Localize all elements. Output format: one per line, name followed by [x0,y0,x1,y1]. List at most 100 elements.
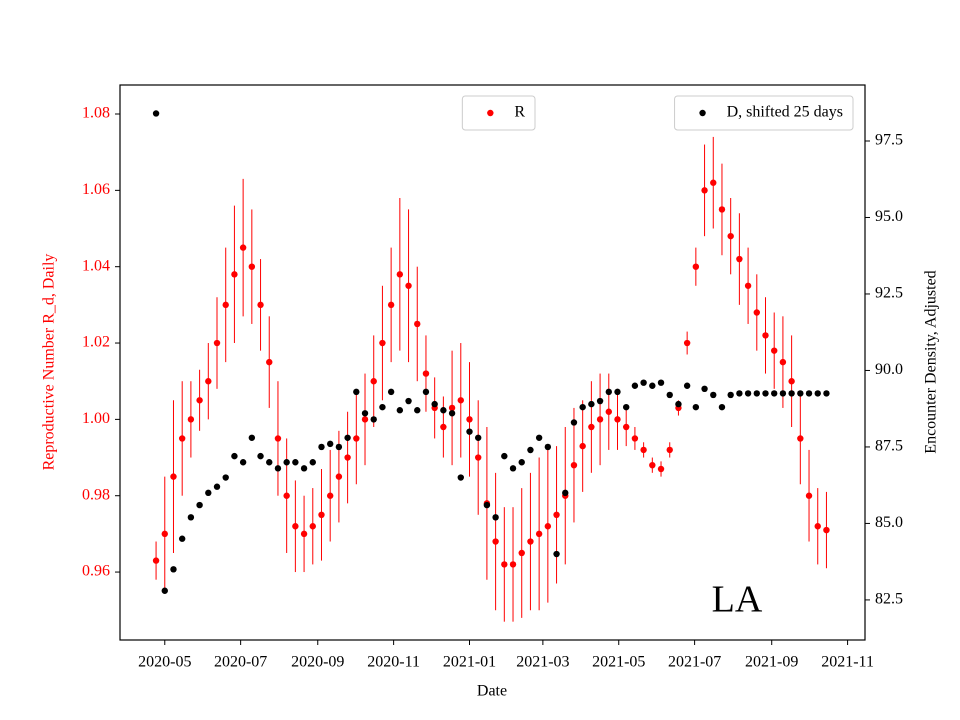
data-point [736,255,743,263]
data-point [666,446,673,454]
legend-label: D, shifted 25 days [727,104,843,121]
data-point [283,492,290,499]
x-tick-label: 2020-09 [291,654,344,671]
legend-box [674,95,854,131]
data-point [448,404,456,412]
data-point [213,339,221,347]
y-axis-label: Reproductive Number R_d, Daily [41,254,58,471]
data-point [414,407,421,414]
y-tick-label: 0.98 [82,486,110,503]
data-point [544,443,552,451]
data-point [379,403,386,411]
legend-label: R [514,104,525,121]
data-point [152,557,160,564]
data-point [596,397,604,405]
data-point [805,390,813,397]
data-point [422,370,430,377]
data-point [448,410,456,417]
x-axis-label: Date [477,683,507,700]
data-point [231,271,238,278]
data-point [396,407,404,414]
data-point [344,454,351,461]
data-point [588,400,595,408]
data-point [205,378,212,385]
x-tick-label: 2021-07 [668,654,721,671]
data-point [440,423,447,431]
x-tick-label: 2021-05 [592,654,645,671]
data-point [248,434,256,441]
data-point [649,382,656,389]
data-point [631,435,639,442]
data-point [797,435,804,442]
data-point [414,320,421,328]
data-point [379,339,386,347]
data-point [579,403,586,411]
y-tick-label: 0.96 [82,563,110,580]
data-point [178,435,186,442]
data-point [161,587,168,594]
legend-marker [487,109,494,117]
data-point [727,391,734,399]
data-point [370,416,377,423]
data-point [718,403,726,411]
data-point [623,423,630,431]
data-point [222,301,229,309]
data-point [187,514,195,521]
y2-tick-label: 85.0 [875,514,903,531]
data-point [266,459,273,466]
y2-tick-label: 90.0 [875,361,903,378]
data-point [257,301,264,309]
data-point [387,301,395,309]
data-point [501,452,508,460]
legend-box [461,95,536,131]
data-point [779,390,787,397]
data-point [771,390,778,397]
y2-axis-label: Encounter Density, Adjusted [923,270,940,453]
data-point [266,358,273,366]
data-point [527,538,534,545]
data-point [718,206,726,213]
data-point [361,410,369,417]
data-point [466,428,473,435]
data-point [640,446,647,454]
data-point [300,530,308,538]
data-point [222,474,229,481]
data-point [457,397,464,404]
y2-tick-label: 87.5 [875,438,903,455]
data-point [170,473,177,480]
x-tick-label: 2021-01 [443,654,496,671]
data-point [779,358,787,366]
data-point [605,388,612,396]
data-point [562,489,569,497]
data-point [744,390,752,397]
data-point [814,523,821,530]
data-point [474,454,482,461]
data-point [292,523,299,530]
data-point [762,390,769,397]
data-point [501,561,508,568]
data-point [823,526,830,534]
data-point [318,511,325,519]
data-point [614,416,621,423]
data-point [788,390,795,397]
data-point [213,483,221,490]
data-point [326,440,334,448]
data-point [318,443,325,451]
y-tick-label: 1.04 [82,257,110,274]
data-point [457,474,464,481]
data-point [196,397,203,404]
x-tick-label: 2021-03 [516,654,569,671]
x-tick-label: 2020-05 [138,654,191,671]
data-point [309,459,316,466]
y2-tick-label: 97.5 [875,132,903,149]
data-point [370,378,377,385]
data-point [518,549,525,557]
data-point [710,179,717,186]
data-point [326,492,334,499]
data-point [387,388,395,396]
data-point [518,459,525,466]
y-tick-label: 1.00 [82,410,110,427]
data-point [248,263,256,270]
